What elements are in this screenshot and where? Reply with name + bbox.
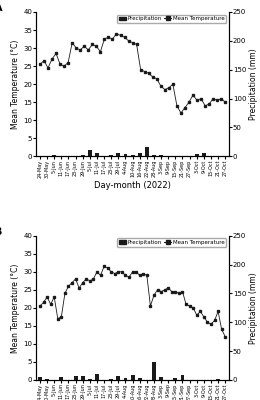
Bar [159,377,163,380]
Bar [88,150,92,156]
Y-axis label: Mean Temperature (°C): Mean Temperature (°C) [11,263,21,352]
Bar [138,378,142,380]
Bar [145,147,149,156]
Bar [109,155,113,156]
Bar [52,155,56,156]
Bar [180,375,184,380]
Y-axis label: Mean Temperature (°C): Mean Temperature (°C) [11,40,21,129]
Bar [152,362,156,380]
Text: B: B [0,227,2,237]
Bar [152,154,156,156]
Bar [131,375,135,380]
Bar [38,377,42,380]
Text: A: A [0,3,3,13]
Bar [159,155,163,156]
Bar [95,374,99,380]
Bar [95,153,99,156]
Bar [138,153,142,156]
Bar [195,154,199,156]
Legend: Precipitation, Mean Temperature: Precipitation, Mean Temperature [117,238,226,247]
Bar [81,155,85,156]
Bar [81,376,85,380]
X-axis label: Day-month (2022): Day-month (2022) [94,181,171,190]
Bar [124,154,127,156]
Bar [116,376,120,380]
Bar [124,378,127,380]
Bar [173,378,177,380]
Bar [59,376,63,380]
Bar [202,154,206,156]
Y-axis label: Precipitation (mm): Precipitation (mm) [249,48,258,120]
Bar [131,154,135,156]
Bar [116,154,120,156]
Bar [74,376,77,380]
Y-axis label: Precipitation (mm): Precipitation (mm) [249,272,258,344]
Legend: Precipitation, Mean Temperature: Precipitation, Mean Temperature [117,15,226,23]
Bar [88,378,92,380]
